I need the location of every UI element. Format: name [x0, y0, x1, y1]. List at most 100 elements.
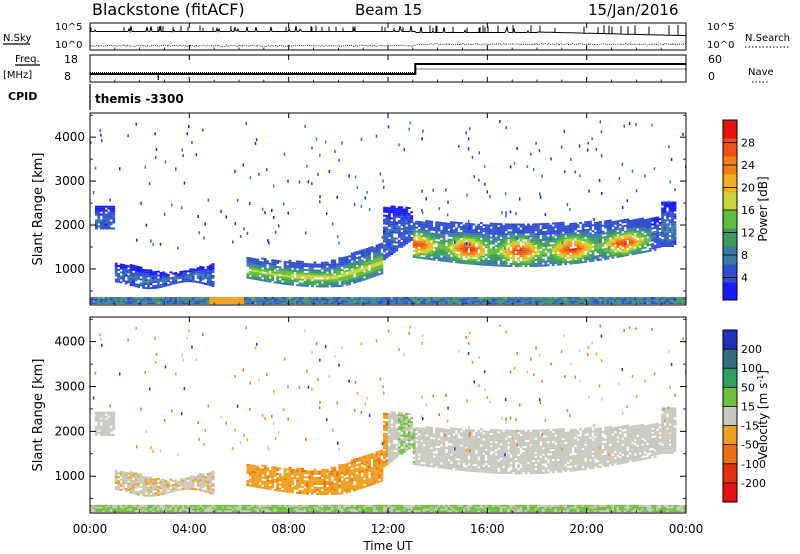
power-cell: [492, 240, 496, 243]
power-cell: [97, 298, 101, 301]
power-cell: [236, 298, 240, 301]
power-cell: [661, 245, 664, 248]
cpid-value: themis -3300: [95, 92, 184, 106]
velocity-cell: [199, 504, 203, 507]
velocity-cell: [169, 478, 173, 481]
power-cell: [397, 235, 401, 238]
power-cell: [517, 251, 520, 254]
power-cell: [546, 236, 550, 239]
power-speckle: [255, 138, 258, 142]
velocity-cell: [164, 482, 168, 485]
velocity-cell: [248, 478, 252, 481]
power-cell: [355, 272, 359, 275]
power-cell: [392, 209, 396, 212]
power-cell: [350, 254, 354, 257]
power-cell: [435, 254, 438, 257]
power-cell: [576, 238, 580, 241]
power-cell: [668, 241, 672, 244]
velocity-cell: [149, 508, 153, 511]
power-cell: [102, 221, 106, 224]
power-cell: [388, 232, 391, 235]
power-cell: [661, 298, 664, 301]
power-cell: [574, 226, 578, 229]
power-cell: [527, 231, 530, 234]
power-cell: [375, 254, 379, 257]
velocity-cell: [209, 485, 212, 488]
power-cell: [360, 297, 364, 299]
power-cell: [147, 279, 150, 282]
power-cell: [363, 256, 366, 259]
power-cell: [487, 252, 491, 255]
power-cell: [166, 297, 170, 299]
power-cell: [442, 228, 446, 231]
power-cell: [569, 250, 573, 253]
velocity-cell: [199, 506, 203, 509]
power-cell: [671, 201, 674, 204]
power-cell: [375, 266, 379, 269]
velocity-cell: [157, 477, 160, 480]
power-cell: [392, 221, 396, 224]
power-cell: [609, 219, 612, 222]
power-cell: [604, 297, 607, 299]
power-cell: [537, 233, 540, 236]
power-cell: [472, 251, 476, 254]
power-cell: [407, 222, 411, 225]
power-cell: [162, 297, 165, 299]
power-cell: [201, 270, 205, 273]
power-cell: [628, 237, 632, 240]
power-cell: [559, 235, 563, 238]
power-cell: [497, 236, 501, 239]
power-cell: [609, 249, 612, 252]
power-cell: [502, 227, 506, 230]
power-cell: [671, 211, 674, 214]
power-cell: [378, 267, 381, 270]
power-cell: [435, 241, 438, 244]
power-cell: [489, 260, 493, 263]
power-cell: [549, 236, 553, 239]
velocity-cell: [196, 474, 200, 477]
power-cell: [415, 234, 419, 237]
power-cell: [308, 275, 312, 278]
velocity-cell: [171, 506, 175, 509]
power-cell: [427, 236, 431, 239]
power-cell: [437, 229, 441, 232]
power-cell: [365, 277, 369, 280]
power-cell: [524, 225, 528, 228]
power-cell: [199, 269, 203, 272]
power-cell: [601, 297, 605, 299]
velocity-cell: [181, 481, 185, 484]
power-speckle: [154, 132, 156, 136]
power-cell: [335, 269, 339, 272]
power-cell: [551, 260, 555, 263]
power-cell: [90, 302, 93, 305]
power-cell: [427, 240, 431, 243]
power-cell: [330, 300, 334, 303]
power-cell: [420, 221, 424, 224]
velocity-cell: [209, 506, 212, 509]
power-cell: [671, 302, 674, 305]
power-cell: [239, 300, 242, 303]
power-cell: [671, 209, 674, 212]
power-cell: [556, 232, 560, 235]
power-cell: [576, 261, 580, 264]
power-cell: [340, 276, 344, 279]
power-cell: [497, 227, 501, 229]
velocity-cell: [169, 484, 173, 487]
power-cell: [546, 228, 550, 231]
power-cell: [363, 264, 366, 267]
power-cell: [380, 266, 384, 269]
velocity-cell: [137, 483, 140, 486]
velocity-cell: [149, 476, 153, 479]
power-cell: [328, 302, 332, 305]
power-cell: [323, 275, 327, 278]
power-cell: [154, 278, 158, 281]
power-cell: [114, 280, 118, 283]
power-cell: [452, 255, 456, 258]
velocity-cell: [112, 423, 116, 426]
power-cell: [529, 247, 533, 250]
power-cell: [544, 262, 548, 265]
power-cell: [405, 208, 409, 211]
power-cell: [119, 271, 123, 274]
power-cell: [432, 236, 436, 239]
power-cell: [539, 260, 543, 263]
